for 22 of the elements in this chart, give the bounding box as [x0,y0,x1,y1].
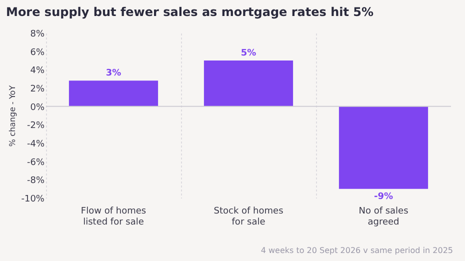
y-tick-label: -6% [26,158,45,168]
bar [338,106,428,189]
y-tick-label: 0% [30,102,45,113]
text: 4 weeks to 20 Sept 2026 v same period in 2025 [260,246,453,255]
y-tick-label: -8% [26,176,45,186]
y-tick-label: -10% [21,194,45,204]
y-tick-label: 6% [30,48,45,58]
data-label: -9% [374,192,394,202]
y-tick-label: -4% [26,140,45,150]
data-label: 3% [106,68,122,79]
x-tick-label: Stock of homes for sale [214,206,284,228]
y-tick-label: -2% [26,121,45,132]
y-axis-title: % change - YoY [8,85,18,147]
chart-title: More supply but fewer sales as mortgage rates hit 5% [6,5,374,19]
x-tick-label: No of sales agreed [358,206,409,228]
y-tick-label: 8% [30,30,45,40]
bar [204,60,294,106]
x-tick-label: Flow of homes listed for sale [80,206,146,228]
bar [68,80,158,106]
y-tick-label: 2% [30,84,45,94]
data-label: 5% [240,48,256,58]
y-tick-label: 4% [30,66,45,76]
